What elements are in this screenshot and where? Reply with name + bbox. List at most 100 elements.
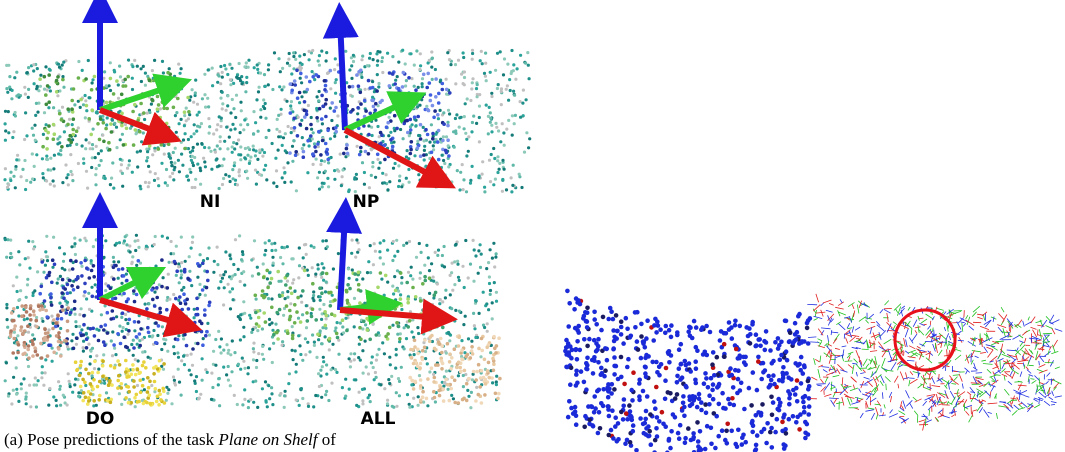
- point: [67, 183, 70, 186]
- point: [119, 158, 122, 161]
- point: [314, 273, 317, 276]
- point: [409, 148, 413, 152]
- point: [52, 318, 56, 322]
- point: [266, 286, 270, 290]
- point: [241, 357, 244, 360]
- point: [750, 322, 755, 327]
- point: [239, 131, 242, 134]
- point: [224, 250, 227, 253]
- point: [300, 95, 303, 98]
- point: [486, 330, 489, 333]
- point: [64, 163, 67, 166]
- point: [88, 308, 91, 311]
- point: [221, 164, 224, 167]
- point: [185, 175, 188, 178]
- point: [177, 356, 180, 359]
- point: [350, 252, 353, 255]
- point: [783, 427, 788, 432]
- point: [198, 283, 201, 286]
- point: [237, 268, 240, 271]
- point: [56, 282, 59, 285]
- normal: [976, 373, 983, 374]
- point: [393, 114, 397, 118]
- point: [246, 154, 249, 157]
- point: [59, 275, 62, 278]
- point: [88, 96, 91, 99]
- point: [348, 287, 352, 291]
- point: [614, 313, 619, 318]
- point: [495, 383, 498, 386]
- point: [148, 380, 152, 384]
- point: [596, 337, 601, 342]
- point: [10, 97, 13, 100]
- point: [344, 395, 347, 398]
- point: [261, 345, 264, 348]
- point: [111, 309, 115, 313]
- point: [442, 122, 446, 126]
- point: [624, 316, 629, 321]
- point: [440, 367, 444, 371]
- point: [219, 125, 222, 128]
- point: [445, 151, 449, 155]
- point: [82, 157, 85, 160]
- point: [428, 141, 431, 144]
- point: [488, 282, 491, 285]
- point: [406, 114, 409, 117]
- point: [172, 345, 175, 348]
- normal: [910, 371, 913, 375]
- point: [714, 414, 719, 419]
- point: [434, 251, 437, 254]
- point: [683, 441, 688, 446]
- point: [799, 355, 804, 360]
- point: [52, 137, 56, 141]
- point: [227, 365, 230, 368]
- point: [379, 241, 382, 244]
- point: [486, 322, 489, 325]
- point: [453, 319, 456, 322]
- point: [87, 372, 91, 376]
- point: [297, 317, 300, 320]
- point: [328, 348, 331, 351]
- point: [26, 317, 29, 320]
- point: [201, 343, 205, 347]
- point: [280, 280, 283, 283]
- point: [643, 417, 648, 422]
- point: [496, 87, 499, 90]
- normal: [1003, 328, 1006, 337]
- point: [166, 184, 169, 187]
- normal: [1037, 369, 1044, 372]
- point: [475, 122, 478, 125]
- point: [445, 78, 448, 81]
- point: [502, 73, 505, 76]
- point: [801, 400, 806, 405]
- point: [77, 391, 80, 394]
- point: [426, 377, 430, 381]
- normal: [840, 299, 842, 303]
- point: [462, 323, 465, 326]
- point: [574, 372, 579, 377]
- point: [249, 317, 252, 320]
- point: [449, 184, 452, 187]
- point: [98, 380, 102, 384]
- point: [173, 161, 176, 164]
- point: [316, 119, 319, 122]
- point: [203, 313, 207, 317]
- point: [142, 360, 146, 364]
- point: [34, 350, 38, 354]
- point: [351, 108, 355, 112]
- point: [476, 83, 479, 86]
- point: [350, 64, 353, 67]
- point: [423, 338, 427, 342]
- point: [45, 137, 49, 141]
- point: [172, 106, 176, 110]
- point: [91, 327, 95, 331]
- point: [466, 353, 470, 357]
- point: [806, 379, 811, 384]
- point: [481, 160, 484, 163]
- point: [120, 163, 123, 166]
- point: [386, 249, 389, 252]
- point: [64, 339, 68, 343]
- point: [688, 369, 693, 374]
- point: [85, 104, 89, 108]
- point: [153, 291, 156, 294]
